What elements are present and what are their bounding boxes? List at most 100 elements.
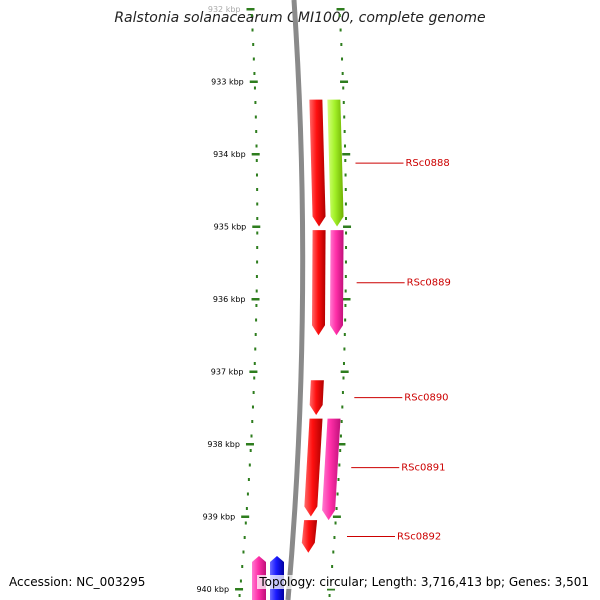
tick-label: 935 kbp: [214, 223, 247, 232]
major-tick-right: [337, 443, 346, 446]
minor-tick: [340, 43, 343, 46]
minor-tick: [343, 347, 346, 351]
minor-tick: [344, 260, 347, 264]
minor-tick: [238, 594, 241, 597]
major-tick-right: [332, 515, 341, 518]
minor-tick: [244, 521, 247, 525]
minor-tick: [256, 202, 259, 206]
minor-tick: [344, 144, 347, 148]
minor-tick: [246, 492, 249, 496]
minor-tick: [256, 217, 259, 220]
minor-tick: [341, 391, 344, 394]
tick-label: 937 kbp: [211, 368, 244, 377]
genes-layer: RSc0888 RSc0889 RSc0890 RSc0891 RSc0892: [301, 99, 451, 553]
minor-tick: [345, 231, 348, 235]
tick-dots-layer: [238, 14, 348, 597]
major-tick-left: [251, 298, 260, 301]
minor-tick: [345, 246, 348, 249]
minor-tick: [328, 594, 331, 597]
major-tick-left: [252, 225, 261, 228]
minor-tick: [344, 304, 347, 307]
minor-tick: [253, 376, 256, 380]
minor-tick: [255, 304, 258, 307]
minor-tick: [251, 28, 254, 32]
tick-label: 934 kbp: [213, 150, 246, 159]
minor-tick: [255, 275, 258, 278]
minor-tick: [342, 86, 345, 90]
minor-tick: [241, 565, 244, 568]
minor-tick: [247, 478, 250, 481]
minor-tick: [251, 420, 254, 423]
minor-tick: [252, 391, 255, 394]
minor-tick: [336, 492, 339, 496]
major-tick-right: [343, 225, 352, 228]
major-tick-left: [249, 80, 258, 83]
gene-label: RSc0891: [401, 463, 445, 474]
gene-arrow: [322, 418, 341, 521]
minor-tick: [253, 72, 256, 75]
minor-tick: [331, 565, 334, 568]
tick-label: 933 kbp: [211, 78, 244, 87]
major-tick-right: [340, 370, 349, 373]
axis-ticks-layer: 932 kbp 933 kbp 934 kbp 935 kbp 936 kbp 937 k…: [196, 5, 352, 594]
gene-arrow: [304, 418, 323, 517]
tick-label: 936 kbp: [213, 295, 246, 304]
minor-tick: [342, 362, 345, 365]
major-tick-left: [241, 515, 250, 518]
major-tick-right: [336, 8, 345, 11]
minor-tick: [254, 347, 257, 351]
minor-tick: [250, 434, 253, 438]
tick-label: 939 kbp: [203, 513, 236, 522]
genome-summary: Topology: circular; Length: 3,716,413 bp…: [257, 575, 591, 589]
tick-label: 938 kbp: [207, 440, 240, 449]
major-tick-right: [340, 80, 349, 83]
minor-tick: [251, 405, 254, 409]
minor-tick: [339, 449, 342, 452]
minor-tick: [255, 173, 258, 177]
major-tick-right: [342, 153, 351, 156]
minor-tick: [255, 130, 258, 133]
minor-tick: [339, 434, 342, 438]
minor-tick: [255, 289, 258, 293]
minor-tick: [250, 14, 253, 17]
minor-tick: [343, 115, 346, 119]
major-tick-left: [249, 370, 258, 373]
minor-tick: [342, 376, 345, 380]
minor-tick: [341, 57, 344, 61]
minor-tick: [333, 536, 336, 539]
minor-tick: [255, 144, 258, 148]
accession-label: Accession: NC_003295: [9, 575, 146, 589]
minor-tick: [338, 14, 341, 17]
minor-tick: [344, 173, 347, 177]
minor-tick: [340, 420, 343, 423]
gene-arrow: [309, 99, 326, 227]
minor-tick: [255, 318, 258, 322]
major-tick-left: [235, 588, 244, 591]
minor-tick: [256, 231, 259, 235]
major-tick-left: [245, 443, 254, 446]
minor-tick: [334, 521, 337, 525]
minor-tick: [344, 202, 347, 206]
minor-tick: [255, 159, 258, 162]
minor-tick: [341, 405, 344, 409]
gene-arrow: [327, 99, 344, 227]
minor-tick: [249, 449, 252, 452]
minor-tick: [254, 333, 257, 336]
minor-tick: [339, 28, 342, 32]
minor-tick: [342, 101, 345, 104]
gene-arrow: [329, 230, 344, 336]
major-tick-right: [327, 588, 336, 591]
minor-tick: [344, 289, 347, 293]
minor-tick: [243, 536, 246, 539]
minor-tick: [337, 478, 340, 481]
tick-label: 940 kbp: [196, 585, 229, 594]
gene-label: RSc0889: [407, 278, 451, 289]
gene-arrow: [311, 230, 326, 336]
minor-tick: [253, 362, 256, 365]
minor-tick: [254, 115, 257, 119]
minor-tick: [345, 217, 348, 220]
minor-tick: [335, 507, 338, 510]
minor-tick: [245, 507, 248, 510]
